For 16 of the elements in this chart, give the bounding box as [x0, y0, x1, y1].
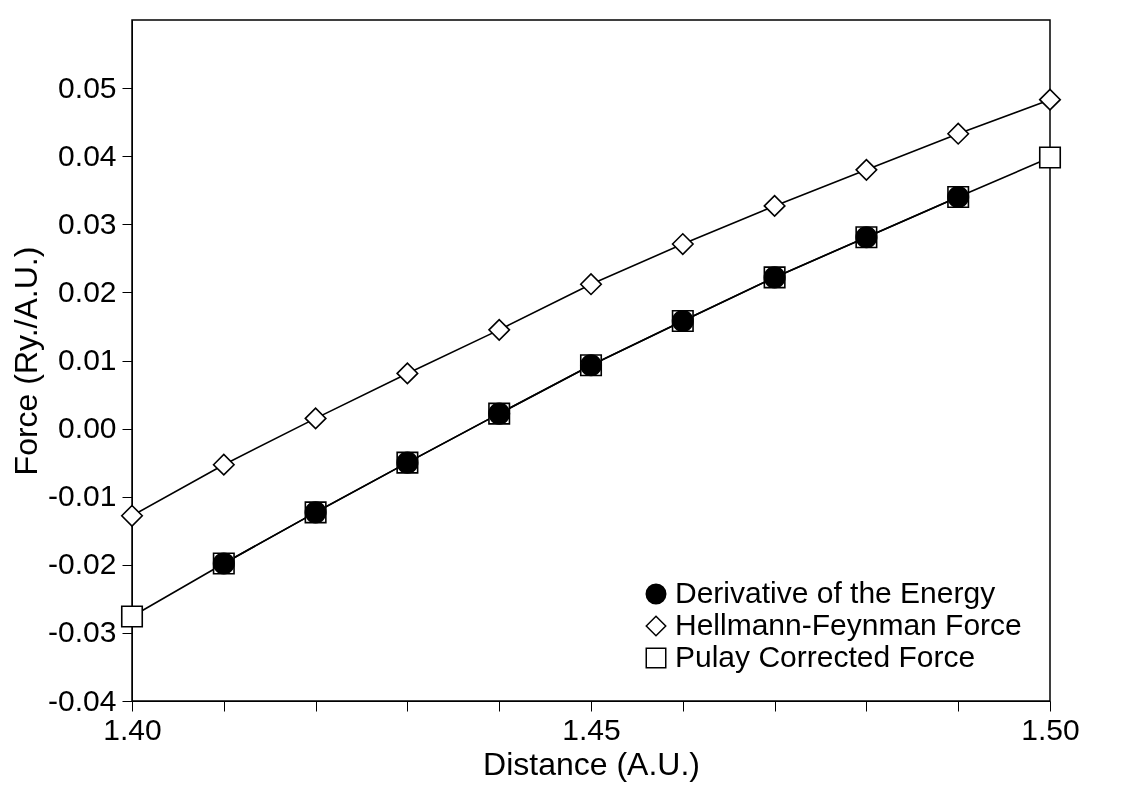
y-tick-label: -0.01 [48, 479, 117, 513]
legend-label: Hellmann-Feynman Force [675, 608, 1022, 641]
legend-label: Derivative of the Energy [675, 576, 996, 609]
y-tick-label: 0.00 [58, 411, 117, 445]
x-tick-label: 1.50 [1021, 712, 1080, 746]
y-tick-label: -0.03 [48, 615, 117, 649]
y-tick-label: 0.03 [58, 206, 117, 240]
y-tick-label: 0.01 [58, 343, 117, 376]
x-tick-label: 1.45 [562, 712, 621, 746]
legend-label: Pulay Corrected Force [675, 640, 976, 673]
y-tick-label: 0.02 [58, 274, 117, 308]
y-axis-title: Force (Ry./A.U.) [8, 246, 45, 476]
x-axis-title: Distance (A.U.) [483, 745, 700, 782]
y-tick-label: 0.04 [58, 138, 117, 172]
y-tick-label: 0.05 [58, 70, 117, 104]
y-tick-label: -0.02 [48, 547, 117, 581]
